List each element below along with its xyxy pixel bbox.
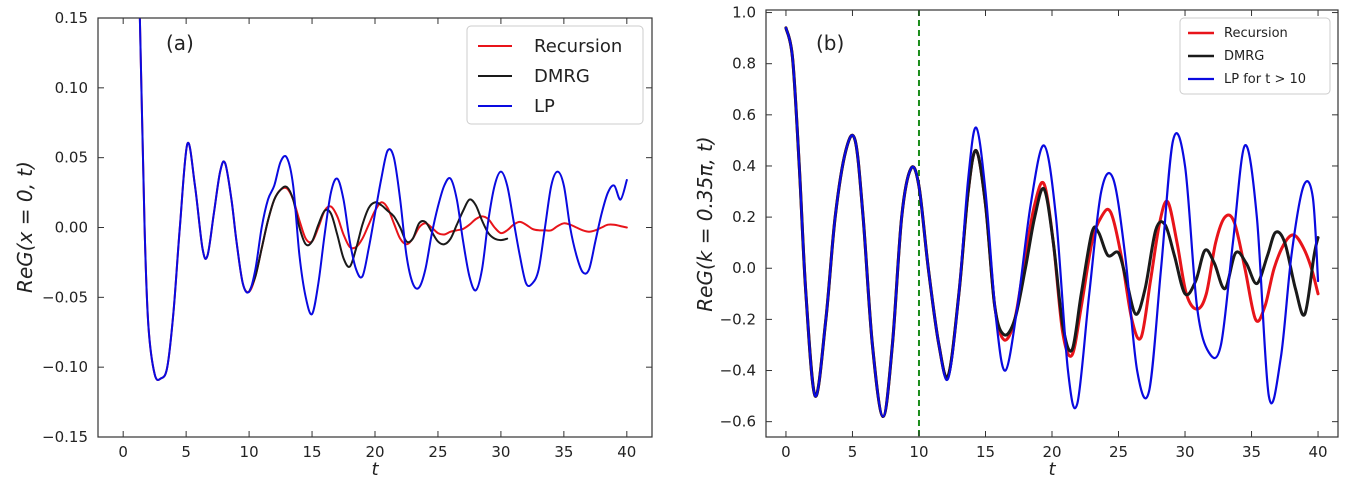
x-tick-label: 25: [1109, 443, 1128, 461]
panel-a-chart: 0 5 10 15 20 25 30 35 40 −0.15−0.10−0.050.000.05…: [13, 0, 652, 480]
y-tick-label: 0.0: [732, 259, 756, 277]
panel-b-label: (b): [816, 31, 844, 55]
y-tick-label: 0.6: [732, 106, 756, 124]
panel-a-label: (a): [166, 31, 194, 55]
y-tick-label: 0.10: [55, 79, 88, 97]
y-tick-label: 0.15: [55, 9, 88, 27]
x-tick-label: 0: [118, 443, 128, 461]
legend-a-text-recursion: Recursion: [534, 36, 622, 57]
x-tick-label: 5: [848, 443, 858, 461]
legend-a-text-lp: LP: [534, 96, 555, 117]
panel-b-ylabel: ReG(k = 0.35π, t): [693, 136, 717, 312]
x-tick-label: 15: [302, 443, 321, 461]
panel-b-xlabel: t: [1048, 459, 1056, 480]
x-tick-label: 35: [554, 443, 573, 461]
y-tick-label: 0.2: [732, 208, 756, 226]
y-tick-label: −0.4: [720, 362, 756, 380]
y-tick-label: −0.6: [720, 413, 756, 431]
panel-b-chart: 0 5 10 15 20 25 30 35 40 −0.6−0.4−0.20.00.20.40.…: [693, 4, 1338, 480]
x-tick-label: 30: [491, 443, 510, 461]
y-tick-label: 1.0: [732, 4, 756, 22]
y-tick-label: 0.05: [55, 149, 88, 167]
x-tick-label: 0: [781, 443, 791, 461]
x-tick-label: 35: [1242, 443, 1261, 461]
y-tick-label: −0.05: [42, 288, 88, 306]
y-tick-label: 0.8: [732, 55, 756, 73]
panel-b-legend: Recursion DMRG LP for t > 10: [1180, 18, 1330, 94]
panel-a-ylabel: ReG(x = 0, t): [13, 161, 37, 293]
y-tick-label: −0.10: [42, 358, 88, 376]
legend-b-text-dmrg: DMRG: [1224, 49, 1264, 64]
y-tick-label: 0.00: [55, 219, 88, 237]
x-tick-label: 5: [181, 443, 191, 461]
x-tick-label: 40: [1308, 443, 1327, 461]
x-tick-label: 25: [428, 443, 447, 461]
legend-b-text-lp: LP for t > 10: [1224, 72, 1306, 87]
x-tick-label: 10: [240, 443, 259, 461]
legend-a-text-dmrg: DMRG: [534, 66, 590, 87]
y-tick-label: −0.2: [720, 310, 756, 328]
x-tick-label: 30: [1175, 443, 1194, 461]
panel-a-legend: Recursion DMRG LP: [467, 26, 643, 124]
x-tick-label: 40: [617, 443, 636, 461]
y-tick-label: 0.4: [732, 157, 756, 175]
y-tick-label: −0.15: [42, 428, 88, 446]
panel-a-xlabel: t: [371, 459, 379, 480]
legend-b-text-recursion: Recursion: [1224, 26, 1288, 41]
x-tick-label: 10: [909, 443, 928, 461]
x-tick-label: 15: [976, 443, 995, 461]
